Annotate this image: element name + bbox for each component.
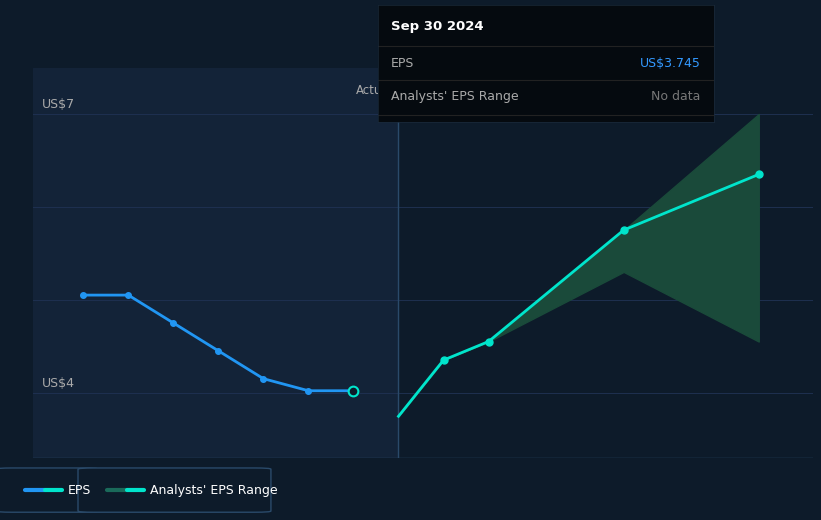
Text: Analysts' EPS Range: Analysts' EPS Range <box>150 484 277 497</box>
FancyBboxPatch shape <box>0 468 99 512</box>
Text: US$3.745: US$3.745 <box>640 57 701 70</box>
Text: EPS: EPS <box>391 57 415 70</box>
Text: Actual: Actual <box>356 84 393 97</box>
Text: US$4: US$4 <box>42 377 75 390</box>
Text: EPS: EPS <box>68 484 91 497</box>
Bar <box>33 68 398 458</box>
Text: Analysts Forecasts: Analysts Forecasts <box>410 84 519 97</box>
FancyBboxPatch shape <box>78 468 271 512</box>
Text: Analysts' EPS Range: Analysts' EPS Range <box>391 90 519 103</box>
Text: US$7: US$7 <box>42 98 75 111</box>
Text: No data: No data <box>651 90 701 103</box>
Text: Sep 30 2024: Sep 30 2024 <box>391 20 484 33</box>
